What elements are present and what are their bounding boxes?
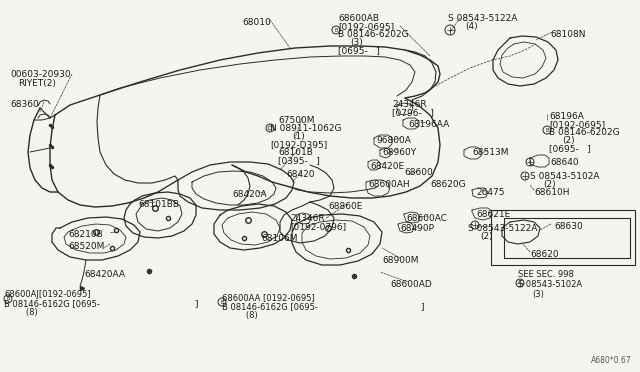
Text: (8): (8): [18, 308, 38, 317]
Text: 68360: 68360: [10, 100, 39, 109]
Text: (3): (3): [350, 38, 363, 47]
Text: 68101B: 68101B: [278, 148, 313, 157]
Text: 68960Y: 68960Y: [382, 148, 416, 157]
Text: 68630: 68630: [554, 222, 583, 231]
Text: B 08146-6202G: B 08146-6202G: [338, 30, 408, 39]
Text: 68210B: 68210B: [68, 230, 103, 239]
Text: 68420: 68420: [286, 170, 314, 179]
Text: [0395-   ]: [0395- ]: [278, 156, 320, 165]
Text: (2): (2): [480, 232, 493, 241]
Text: B 08146-6162G [0695-: B 08146-6162G [0695-: [222, 302, 318, 311]
Text: B: B: [6, 296, 10, 301]
Text: 67500M: 67500M: [278, 116, 314, 125]
Text: 68610H: 68610H: [534, 188, 570, 197]
Text: 68106M: 68106M: [261, 234, 298, 243]
Text: 68196AA: 68196AA: [408, 120, 449, 129]
Text: [0192-D395]: [0192-D395]: [270, 140, 327, 149]
Text: [0695-   ]: [0695- ]: [549, 144, 591, 153]
Text: 68196A: 68196A: [549, 112, 584, 121]
Text: 68420E: 68420E: [370, 162, 404, 171]
Text: 68640: 68640: [550, 158, 579, 167]
Text: B: B: [334, 28, 338, 32]
Text: 68520M: 68520M: [68, 242, 104, 251]
Text: (4): (4): [465, 22, 477, 31]
Text: S 08543-5122A: S 08543-5122A: [448, 14, 517, 23]
Text: 68600: 68600: [404, 168, 433, 177]
Text: 68860E: 68860E: [328, 202, 362, 211]
Text: 68600AJ[0192-0695]: 68600AJ[0192-0695]: [4, 290, 91, 299]
Text: 68600AB: 68600AB: [338, 14, 379, 23]
Text: 00603-20930: 00603-20930: [10, 70, 70, 79]
Bar: [491, 210, 635, 265]
Text: 26475: 26475: [476, 188, 504, 197]
Text: 68600AA [0192-0695]: 68600AA [0192-0695]: [222, 293, 315, 302]
Text: 68490P: 68490P: [400, 224, 434, 233]
Text: (8): (8): [238, 311, 258, 320]
Text: N 08911-1062G: N 08911-1062G: [270, 124, 342, 133]
Text: 68600AC: 68600AC: [406, 214, 447, 223]
Text: B 08146-6202G: B 08146-6202G: [549, 128, 620, 137]
Text: [0695-   ]: [0695- ]: [338, 46, 380, 55]
Text: 68600AH: 68600AH: [368, 180, 410, 189]
Text: [0796-   ]: [0796- ]: [392, 108, 434, 117]
Text: 68513M: 68513M: [472, 148, 509, 157]
Text: 68010: 68010: [242, 18, 271, 27]
Text: ]: ]: [194, 299, 198, 308]
Text: SEE SEC. 998: SEE SEC. 998: [518, 270, 574, 279]
Text: S 08543-5102A: S 08543-5102A: [518, 280, 582, 289]
Text: 96800A: 96800A: [376, 136, 411, 145]
Text: (2): (2): [543, 180, 556, 189]
Text: ]: ]: [420, 302, 424, 311]
Text: B: B: [220, 299, 224, 305]
Text: S 08543-5102A: S 08543-5102A: [530, 172, 600, 181]
Text: (2): (2): [562, 136, 575, 145]
Text: 68420A: 68420A: [232, 190, 267, 199]
Text: 68108N: 68108N: [550, 30, 586, 39]
Text: 24346R: 24346R: [290, 214, 324, 223]
Text: 68101BB: 68101BB: [138, 200, 179, 209]
Text: 68621E: 68621E: [476, 210, 510, 219]
Text: B 08146-6162G [0695-: B 08146-6162G [0695-: [4, 299, 100, 308]
Text: [0192-0796]: [0192-0796]: [290, 222, 346, 231]
Text: B: B: [545, 128, 549, 132]
Text: (1): (1): [292, 132, 305, 141]
Text: S 08543-5122A: S 08543-5122A: [468, 224, 538, 233]
Text: A680*0.67: A680*0.67: [591, 356, 632, 365]
Text: 68620G: 68620G: [430, 180, 466, 189]
Text: [0192-0695]: [0192-0695]: [549, 120, 605, 129]
Text: 24346R: 24346R: [392, 100, 427, 109]
Bar: [504, 218, 630, 258]
Text: (3): (3): [532, 290, 544, 299]
Text: 68620: 68620: [530, 250, 559, 259]
Text: 68600AD: 68600AD: [390, 280, 432, 289]
Text: RIYET(2): RIYET(2): [18, 79, 56, 88]
Text: 68900M: 68900M: [382, 256, 419, 265]
Text: 68420AA: 68420AA: [84, 270, 125, 279]
Text: [0192-0695]: [0192-0695]: [338, 22, 394, 31]
